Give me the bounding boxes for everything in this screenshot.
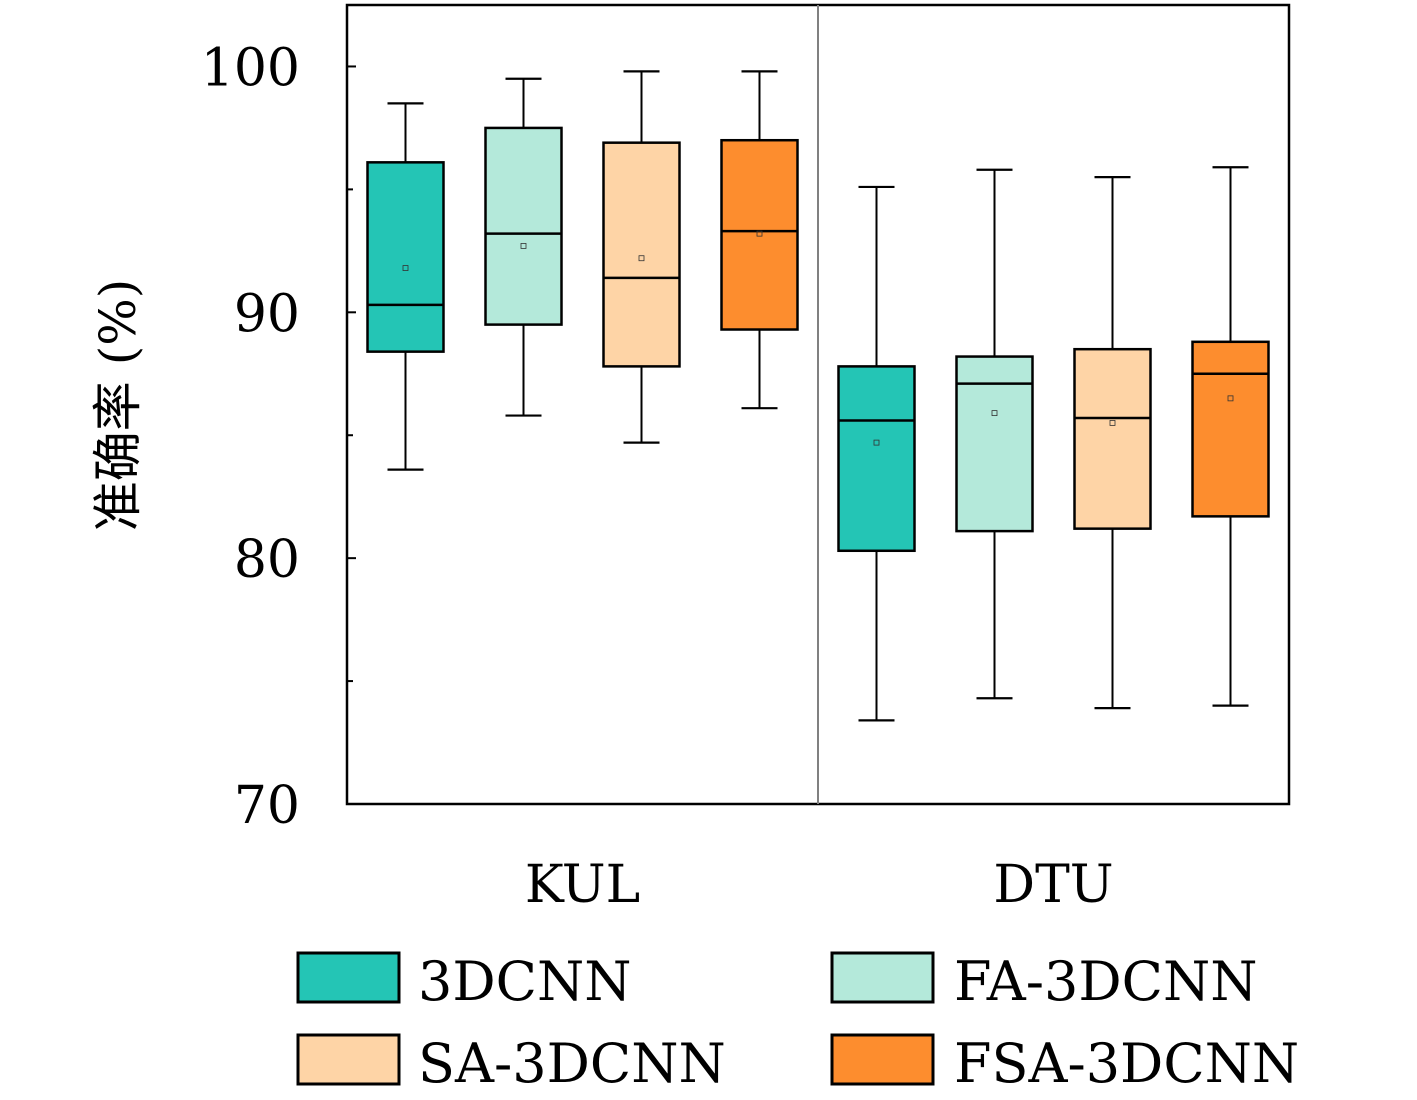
y-tick-label: 90	[234, 284, 300, 344]
mean-marker	[638, 255, 645, 262]
iqr-box	[1073, 347, 1152, 530]
legend-label: FSA-3DCNN	[954, 1032, 1299, 1095]
legend-swatch	[830, 951, 935, 1004]
mean-marker	[1227, 395, 1234, 402]
iqr-box	[955, 355, 1034, 533]
box-SA-3DCNN-KUL	[602, 70, 681, 444]
mean-marker	[756, 230, 763, 237]
legend-swatch	[296, 1033, 401, 1086]
legend-item-SA-3DCNN: SA-3DCNN	[296, 1032, 726, 1095]
x-category-label: DTU	[993, 855, 1113, 915]
legend-item-3DCNN: 3DCNN	[296, 950, 631, 1013]
y-tick-label: 70	[234, 776, 300, 836]
mean-marker	[873, 439, 880, 446]
iqr-box	[484, 126, 563, 326]
legend-label: FA-3DCNN	[954, 950, 1258, 1013]
legend-swatch	[830, 1033, 935, 1086]
y-tick-label: 80	[234, 530, 300, 590]
box-FSA-3DCNN-DTU	[1191, 166, 1270, 707]
box-3DCNN-KUL	[366, 102, 445, 471]
x-category-label: KUL	[525, 855, 640, 915]
legend-item-FA-3DCNN: FA-3DCNN	[830, 950, 1258, 1013]
box-FSA-3DCNN-KUL	[720, 70, 799, 410]
iqr-box	[602, 141, 681, 368]
mean-marker	[520, 243, 527, 249]
iqr-box	[837, 365, 916, 553]
mean-marker	[991, 410, 998, 417]
box-FA-3DCNN-DTU	[955, 168, 1034, 700]
box-FA-3DCNN-KUL	[484, 77, 563, 417]
box-3DCNN-DTU	[837, 185, 916, 722]
y-axis-label: 准确率 (%)	[89, 279, 147, 531]
iqr-box	[720, 138, 799, 331]
legend-label: 3DCNN	[418, 950, 631, 1013]
legend: 3DCNN FA-3DCNN SA-3DCNN FSA-3DCNN	[296, 950, 1299, 1095]
mean-marker	[1109, 420, 1116, 426]
y-axis: 70 80 90 100	[201, 38, 356, 836]
y-tick-label: 100	[201, 38, 300, 98]
x-axis-categories: KUL DTU	[525, 855, 1114, 915]
legend-item-FSA-3DCNN: FSA-3DCNN	[830, 1032, 1299, 1095]
iqr-box	[1191, 340, 1270, 518]
iqr-box	[366, 161, 445, 353]
plot-area	[345, 3, 1291, 806]
legend-label: SA-3DCNN	[418, 1032, 726, 1095]
legend-swatch	[296, 951, 401, 1004]
box-SA-3DCNN-DTU	[1073, 175, 1152, 710]
mean-marker	[402, 265, 409, 271]
